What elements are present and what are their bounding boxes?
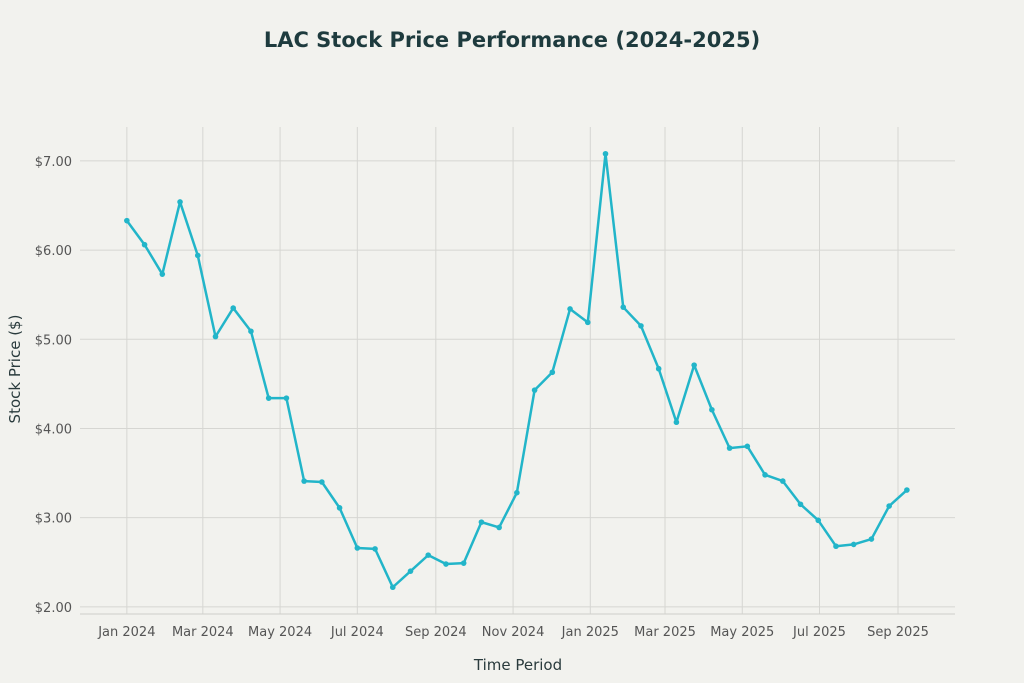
x-axis-title: Time Period — [473, 656, 563, 674]
data-point — [886, 503, 892, 509]
data-point — [833, 543, 839, 550]
x-tick-label: Mar 2025 — [634, 625, 696, 640]
data-point — [779, 478, 786, 484]
data-point — [797, 501, 804, 508]
chart-title: LAC Stock Price Performance (2024-2025) — [263, 28, 761, 52]
data-point — [744, 443, 751, 450]
data-point — [850, 541, 857, 548]
data-point — [230, 305, 237, 311]
data-point — [194, 252, 201, 259]
data-point — [709, 406, 715, 413]
x-tick-label: Sep 2024 — [405, 625, 467, 640]
data-point — [283, 395, 290, 401]
data-point — [549, 369, 556, 376]
data-point — [602, 150, 609, 157]
data-point — [407, 568, 414, 574]
data-point — [815, 517, 822, 524]
data-point — [638, 323, 644, 329]
data-point — [212, 333, 219, 340]
data-point — [248, 328, 254, 335]
data-point — [726, 445, 733, 451]
x-tick-label: May 2025 — [710, 625, 774, 640]
data-point — [354, 545, 361, 551]
data-point — [620, 304, 627, 310]
data-point — [177, 199, 183, 205]
x-tick-label: Jul 2025 — [792, 625, 846, 640]
data-point — [124, 217, 130, 224]
data-point — [478, 519, 485, 525]
data-point — [389, 584, 396, 591]
x-tick-label: Sep 2025 — [867, 625, 929, 640]
y-tick-label: $5.00 — [35, 333, 72, 348]
data-point — [336, 505, 343, 511]
data-point — [159, 271, 166, 277]
data-point — [301, 478, 307, 484]
data-point — [425, 552, 432, 558]
y-tick-label: $6.00 — [35, 244, 72, 259]
data-point — [567, 306, 573, 312]
x-tick-label: Jul 2024 — [330, 625, 384, 640]
data-point — [443, 561, 449, 567]
data-point — [691, 362, 697, 368]
data-point — [762, 472, 768, 478]
x-tick-label: Jan 2025 — [561, 625, 619, 640]
data-point — [514, 489, 520, 496]
x-tick-label: Nov 2024 — [482, 625, 545, 640]
price-line — [125, 152, 908, 589]
data-point — [868, 536, 875, 542]
data-point — [904, 487, 910, 493]
y-tick-label: $7.00 — [35, 155, 72, 170]
x-tick-label: May 2024 — [248, 625, 312, 640]
data-point — [584, 319, 591, 326]
data-point — [319, 479, 325, 485]
data-point — [265, 395, 272, 401]
data-point — [496, 524, 502, 531]
data-point — [460, 560, 467, 566]
y-tick-label: $4.00 — [35, 422, 72, 437]
data-point — [372, 546, 378, 552]
x-tick-label: Jan 2024 — [97, 625, 155, 640]
y-tick-label: $2.00 — [35, 601, 72, 616]
x-tick-label: Mar 2024 — [172, 625, 234, 640]
data-point — [673, 419, 680, 426]
data-point — [141, 241, 148, 248]
data-point — [531, 387, 538, 393]
data-point — [655, 365, 662, 372]
y-tick-label: $3.00 — [35, 512, 72, 527]
